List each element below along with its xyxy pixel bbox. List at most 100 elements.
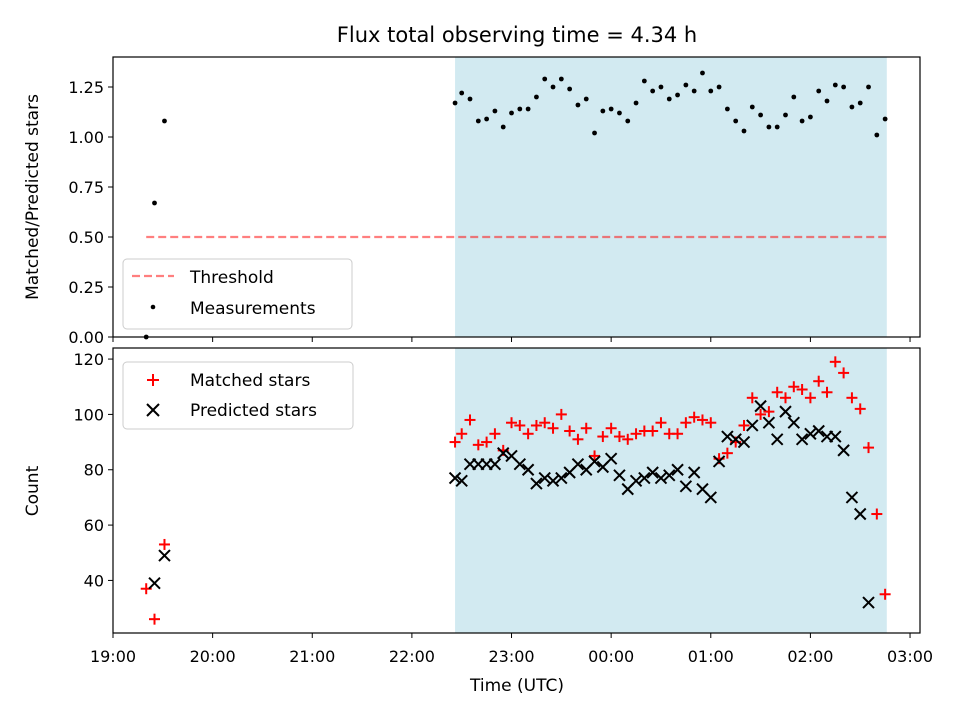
- predicted-star-point: [804, 427, 817, 440]
- x-marker-b: [712, 455, 726, 468]
- measurement-point: [509, 110, 514, 116]
- x-marker-b: [770, 433, 784, 446]
- matched-star-point: [863, 442, 875, 454]
- measurement-point: [683, 82, 689, 88]
- matched-star-point: [804, 392, 816, 404]
- measurement-point: [774, 124, 780, 130]
- x-marker-b: [158, 549, 171, 562]
- matched-star-point: [605, 422, 617, 434]
- matched-star-point: [149, 613, 161, 625]
- measurement-point: [857, 100, 863, 106]
- matched-legend-swatch: [147, 374, 159, 386]
- observing-window-shade: [455, 348, 887, 633]
- predicted-star-point: [762, 416, 776, 429]
- bottom-legend: Matched stars Predicted stars: [122, 361, 354, 430]
- x-marker-b: [787, 416, 801, 429]
- predicted-star-point: [721, 430, 734, 443]
- matched-star-point: [158, 538, 170, 550]
- x-marker-b: [521, 463, 535, 476]
- y-tick-label: 1.00: [68, 128, 104, 147]
- predicted-star-point: [712, 455, 726, 468]
- matched-star-point: [489, 428, 501, 440]
- y-tick-label: 1.25: [68, 78, 104, 97]
- matched-star-point: [705, 417, 717, 429]
- measurement-point: [500, 124, 506, 130]
- x-marker-b: [762, 416, 776, 429]
- y-tick-label: 0.25: [68, 278, 104, 297]
- matched-star-point: [630, 428, 642, 440]
- measurement-point: [874, 132, 880, 138]
- matched-star-point: [539, 417, 551, 429]
- bottom-panel: 40 60 80 100 120 19:00 20:00 21:00 22:00 23:00 00:…: [23, 347, 933, 696]
- x-tick-label: 01:00: [688, 647, 734, 666]
- x-tick-label: 20:00: [190, 647, 236, 666]
- top-plot-area: [143, 70, 888, 340]
- predicted-star-point: [862, 596, 875, 609]
- measurement-point: [558, 76, 564, 82]
- measurement-point: [708, 88, 714, 94]
- x-marker-b: [654, 471, 668, 485]
- measurement-point: [625, 118, 631, 124]
- top-legend-box: [122, 258, 353, 330]
- predicted-star-point: [148, 576, 161, 590]
- x-marker-b: [862, 596, 875, 609]
- predicted-star-point: [787, 416, 801, 429]
- x-tick-label: 23:00: [488, 647, 534, 666]
- x-marker-b: [505, 449, 518, 463]
- measurement-point: [791, 94, 797, 100]
- predicted-star-point: [555, 471, 568, 485]
- x-marker-b: [546, 474, 560, 488]
- x-marker-b: [679, 480, 693, 493]
- measurement-point: [758, 112, 763, 118]
- measurement-point: [841, 84, 847, 90]
- measurement-point: [866, 84, 871, 90]
- matched-star-point: [821, 386, 833, 398]
- x-marker-b: [646, 466, 659, 479]
- matched-star-point: [871, 508, 883, 520]
- measurement-point: [691, 88, 697, 94]
- predicted-star-point: [829, 430, 842, 443]
- measurements-legend-label: Measurements: [190, 299, 316, 319]
- x-marker-b: [829, 430, 842, 443]
- measurement-point: [575, 102, 581, 108]
- predicted-star-point: [546, 474, 560, 488]
- predicted-star-point: [604, 452, 618, 465]
- matched-star-point: [696, 414, 708, 426]
- x-tick-label: 00:00: [588, 647, 634, 666]
- x-tick-label: 02:00: [787, 647, 833, 666]
- measurement-point: [567, 86, 573, 92]
- measurement-point: [162, 118, 167, 124]
- x-marker-b: [530, 477, 543, 490]
- matched-star-point: [449, 436, 461, 448]
- x-marker-b: [837, 444, 850, 457]
- y-tick-label: 0.00: [68, 328, 104, 347]
- x-marker-b: [629, 474, 643, 488]
- x-marker-b: [497, 446, 510, 460]
- measurement-point: [724, 106, 730, 112]
- measurement-point: [525, 106, 531, 112]
- matched-star-point: [547, 422, 559, 434]
- measurement-point: [824, 98, 830, 104]
- x-marker-b: [448, 471, 462, 485]
- predicted-star-point: [654, 471, 668, 485]
- matched-star-point: [597, 431, 609, 443]
- top-axes-frame: [112, 56, 921, 338]
- matched-star-point: [680, 417, 692, 429]
- x-marker-b: [721, 430, 734, 443]
- predicted-star-point: [854, 507, 867, 521]
- matched-star-point: [763, 406, 775, 418]
- x-marker-b: [729, 433, 742, 446]
- x-marker-b: [638, 471, 651, 485]
- matched-star-point: [771, 386, 783, 398]
- y-tick-label: 80: [84, 461, 104, 480]
- measurement-point: [849, 104, 855, 110]
- measurement-point: [534, 94, 539, 100]
- x-marker-b: [746, 419, 759, 432]
- chart-title: Flux total observing time = 4.34 h: [337, 23, 697, 47]
- measurement-point: [733, 118, 739, 124]
- predicted-star-point: [837, 444, 850, 457]
- x-marker-b: [555, 471, 568, 485]
- x-marker-b: [704, 491, 717, 504]
- measurement-point: [716, 84, 722, 90]
